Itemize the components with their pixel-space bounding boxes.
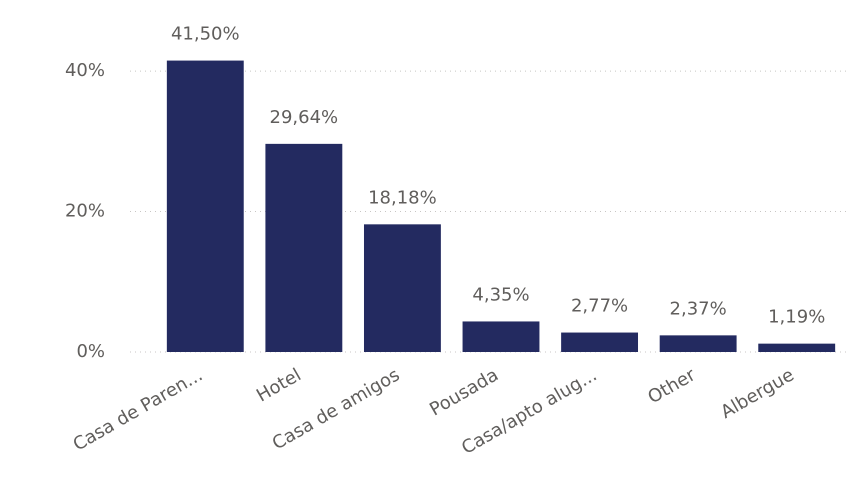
bar — [265, 143, 343, 352]
y-tick-label: 40% — [65, 60, 105, 81]
value-label: 18,18% — [368, 187, 437, 208]
value-label: 4,35% — [472, 284, 529, 305]
value-label: 1,19% — [768, 307, 825, 328]
bar — [659, 335, 737, 352]
value-label: 41,50% — [171, 24, 240, 45]
bar — [363, 224, 441, 352]
value-label: 2,37% — [670, 298, 727, 319]
bar — [561, 332, 639, 352]
y-tick-label: 20% — [65, 201, 105, 222]
x-tick-label: Hotel — [253, 364, 305, 406]
bar — [462, 321, 540, 352]
x-tick-label: Pousada — [426, 364, 502, 420]
x-tick-label: Other — [644, 364, 699, 408]
bar — [758, 343, 836, 352]
x-tick-label: Casa de Paren... — [70, 364, 207, 455]
value-label: 2,77% — [571, 296, 628, 317]
value-label: 29,64% — [270, 107, 339, 128]
y-tick-label: 0% — [76, 341, 105, 362]
bar — [166, 60, 244, 352]
x-tick-label: Albergue — [717, 364, 797, 423]
